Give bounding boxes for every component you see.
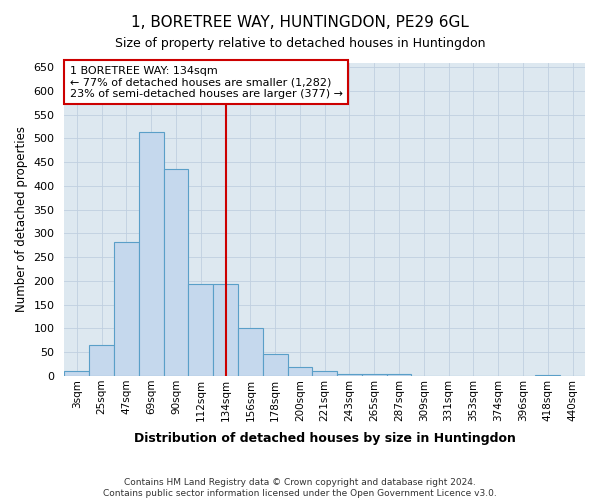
Text: Contains HM Land Registry data © Crown copyright and database right 2024.
Contai: Contains HM Land Registry data © Crown c… (103, 478, 497, 498)
Bar (64, 371, 89, 376)
Text: 1, BORETREE WAY, HUNTINGDON, PE29 6GL: 1, BORETREE WAY, HUNTINGDON, PE29 6GL (131, 15, 469, 30)
Bar (313, 371, 337, 376)
Y-axis label: Number of detached properties: Number of detached properties (15, 126, 28, 312)
Bar (188, 284, 213, 376)
Bar (287, 368, 313, 376)
Bar (535, 374, 560, 376)
Bar (213, 284, 238, 376)
X-axis label: Distribution of detached houses by size in Huntingdon: Distribution of detached houses by size … (134, 432, 515, 445)
Bar (238, 328, 263, 376)
Text: Size of property relative to detached houses in Huntingdon: Size of property relative to detached ho… (115, 38, 485, 51)
Text: 1 BORETREE WAY: 134sqm
← 77% of detached houses are smaller (1,282)
23% of semi-: 1 BORETREE WAY: 134sqm ← 77% of detached… (70, 66, 343, 99)
Bar (114, 242, 139, 376)
Bar (263, 354, 287, 376)
Bar (139, 132, 164, 376)
Bar (362, 374, 386, 376)
Bar (386, 374, 412, 376)
Bar (337, 374, 362, 376)
Bar (89, 345, 114, 376)
Bar (164, 170, 188, 376)
